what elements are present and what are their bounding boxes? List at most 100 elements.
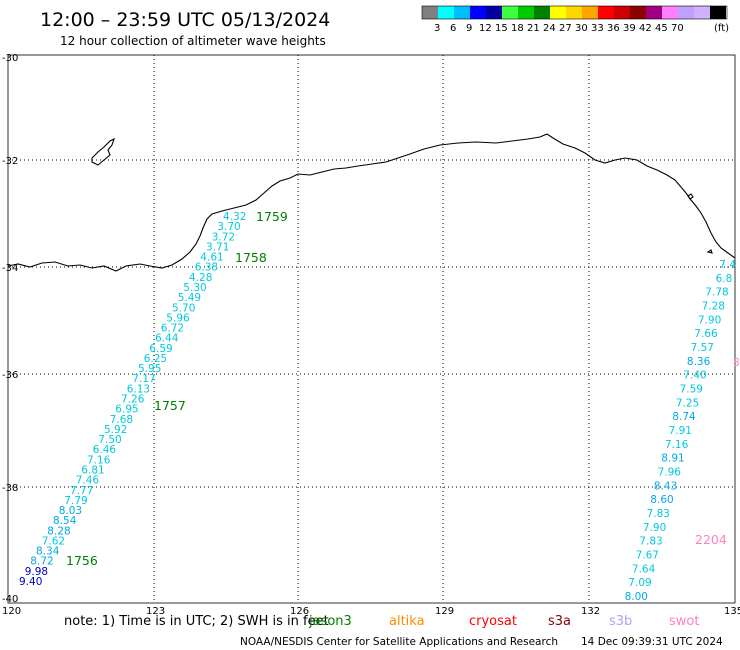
swh-value: 7.09 — [628, 577, 651, 589]
swh-value: 7.17 — [132, 373, 155, 385]
color-scale-label: 9 — [466, 23, 472, 34]
lon-label: 126 — [290, 606, 309, 617]
swh-value: 6.38 — [195, 262, 218, 274]
lat-label: -38 — [2, 483, 18, 494]
color-swatch — [598, 6, 614, 19]
swh-value: 7.77 — [70, 485, 93, 497]
pass-time-label: 1759 — [256, 209, 288, 224]
color-scale-label: 12 — [479, 23, 492, 34]
swh-value: 8.28 — [47, 525, 70, 537]
color-scale-label: 30 — [575, 23, 588, 34]
satellite-cryosat: cryosat — [469, 614, 517, 629]
color-scale-unit: (ft) — [714, 23, 729, 34]
latitude-labels: -30 -32 -34 -36 -38 -40 — [2, 53, 18, 605]
swh-value: 5.92 — [104, 424, 127, 436]
satellite-legend: jason3 altika cryosat s3a s3b swot — [308, 614, 699, 629]
swh-value: 7.68 — [110, 414, 133, 426]
lon-label: 123 — [146, 606, 165, 617]
swh-value: 4.32 — [223, 211, 246, 223]
swh-value: 7.91 — [669, 425, 692, 437]
swh-value: 9.40 — [19, 576, 42, 588]
footer-credit: NOAA/NESDIS Center for Satellite Applica… — [240, 636, 558, 648]
map-subtitle: 12 hour collection of altimeter wave hei… — [60, 34, 326, 48]
swh-value: 8.03 — [59, 505, 82, 517]
color-swatch — [454, 6, 470, 19]
satellite-swot: swot — [669, 614, 699, 629]
swh-value: 8.54 — [53, 515, 77, 527]
swh-value: 6.95 — [115, 404, 138, 416]
color-swatch — [438, 6, 454, 19]
swh-value: 7.26 — [121, 394, 145, 406]
swh-value: 3.70 — [217, 221, 240, 233]
swh-value: 7.90 — [643, 522, 666, 534]
swh-value: 7.50 — [98, 434, 121, 446]
swh-value: 8.74 — [672, 411, 696, 423]
color-scale-label: 33 — [591, 23, 604, 34]
color-swatch — [518, 6, 534, 19]
swh-value: 4.61 — [200, 252, 223, 264]
color-scale-label: 6 — [450, 23, 456, 34]
color-swatch — [694, 6, 710, 19]
color-swatch — [470, 6, 486, 19]
swh-value: 6.59 — [149, 343, 172, 355]
swh-value: 7.40 — [683, 370, 706, 382]
satellite-altika: altika — [389, 614, 425, 629]
edge-value-label: 8 — [733, 357, 740, 369]
lon-label: 135 — [724, 606, 740, 617]
color-swatch — [614, 6, 630, 19]
color-scale-label: 3 — [434, 23, 440, 34]
swh-value: 8.36 — [687, 356, 711, 368]
coastline — [7, 133, 736, 272]
color-scale-legend — [421, 5, 728, 20]
pass-time-label: 1757 — [154, 398, 186, 413]
swh-value: 8.43 — [654, 480, 677, 492]
color-swatch — [630, 6, 646, 19]
color-swatch — [710, 6, 726, 19]
graticule — [8, 55, 735, 603]
swh-value: 8.60 — [650, 494, 673, 506]
color-scale-label: 42 — [639, 23, 652, 34]
swh-value: 7.83 — [639, 536, 662, 548]
swh-value: 8.72 — [30, 556, 53, 568]
swh-value: 7.78 — [705, 287, 728, 299]
legend-note: note: 1) Time is in UTC; 2) SWH is in fe… — [64, 614, 329, 629]
swh-value: 5.96 — [166, 312, 190, 324]
lon-label: 129 — [435, 606, 454, 617]
satellite-s3a: s3a — [548, 614, 571, 629]
swh-value: 6.46 — [93, 444, 117, 456]
color-swatch — [502, 6, 518, 19]
satellite-s3b: s3b — [609, 614, 632, 629]
swh-value: 5.70 — [172, 302, 195, 314]
color-scale-label: 27 — [559, 23, 572, 34]
swh-value: 7.4 — [719, 259, 736, 271]
lat-label: -36 — [2, 370, 18, 381]
swh-value: 7.28 — [702, 301, 725, 313]
satellite-jason3: jason3 — [308, 614, 352, 629]
swh-value: 5.49 — [178, 292, 201, 304]
swh-value: 7.90 — [698, 314, 721, 326]
swh-value: 6.44 — [155, 333, 179, 345]
lat-label: -32 — [2, 156, 18, 167]
swh-value: 5.30 — [183, 282, 206, 294]
swh-value: 3.72 — [212, 231, 235, 243]
swh-value: 6.25 — [144, 353, 167, 365]
swh-value: 6.72 — [161, 323, 184, 335]
color-scale-label: 39 — [623, 23, 636, 34]
swh-value: 8.00 — [625, 591, 648, 603]
swh-value: 7.66 — [694, 328, 718, 340]
swh-value: 8.91 — [661, 453, 684, 465]
swh-value: 5.95 — [138, 363, 161, 375]
color-swatch — [422, 6, 438, 19]
swh-value: 7.25 — [676, 397, 699, 409]
color-swatch — [486, 6, 502, 19]
track-left-values: 4.323.703.723.714.616.384.285.305.495.70… — [19, 211, 246, 588]
swh-value: 7.83 — [647, 508, 670, 520]
color-scale-label: 36 — [607, 23, 620, 34]
pass-time-label: 2204 — [695, 532, 727, 547]
lon-label: 120 — [2, 606, 21, 617]
map-title: 12:00 – 23:59 UTC 05/13/2024 — [40, 9, 330, 31]
island — [91, 137, 115, 166]
swh-value: 6.8 — [716, 273, 733, 285]
map-frame — [7, 54, 736, 604]
